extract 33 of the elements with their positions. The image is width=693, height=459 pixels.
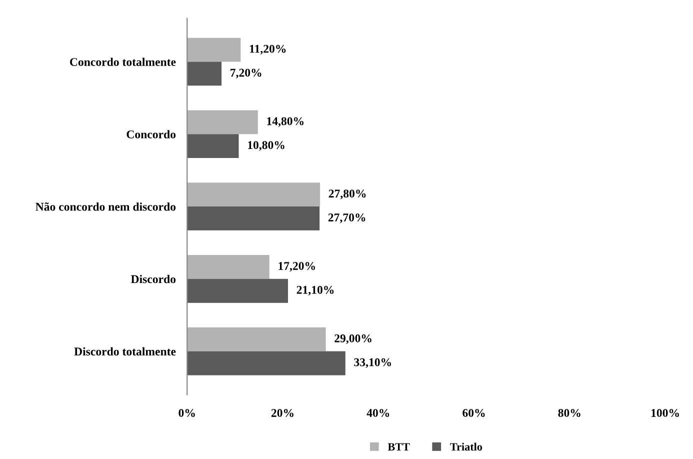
data-label: 33,10%	[354, 358, 391, 368]
y-tick-label: Não concordo nem discordo	[36, 202, 176, 211]
bar	[187, 255, 270, 279]
bar	[187, 134, 239, 158]
bar	[187, 278, 288, 303]
bar	[187, 62, 222, 86]
data-label: 27,80%	[328, 190, 366, 200]
bar	[187, 327, 326, 352]
x-tick-label: 40%	[366, 408, 390, 417]
data-label: 21,10%	[296, 286, 334, 296]
y-tick-label: Discordo totalmente	[74, 347, 176, 356]
y-tick-label: Concordo	[126, 130, 176, 138]
bar	[187, 351, 346, 376]
x-tick-label: 80%	[558, 408, 580, 417]
bar	[187, 38, 241, 62]
bar	[187, 182, 320, 207]
data-label: 10,80%	[248, 141, 284, 151]
x-tick-label: 100%	[651, 408, 679, 417]
data-label: 11,20%	[250, 44, 286, 55]
legend-label: Triatlo	[450, 442, 482, 451]
x-tick-label: 60%	[462, 408, 485, 417]
data-label: 29,00%	[334, 334, 372, 344]
legend-label: BTT	[388, 443, 410, 451]
data-label: 14,80%	[267, 117, 304, 127]
x-tick-label: 20%	[271, 408, 294, 417]
bar	[187, 206, 320, 230]
y-tick-label: Concordo totalmente	[70, 58, 176, 66]
y-tick-label: Discordo	[130, 274, 176, 284]
data-label: 27,70%	[328, 213, 366, 224]
data-label: 17,20%	[278, 262, 315, 272]
bar	[187, 110, 258, 134]
data-label: 7,20%	[230, 68, 262, 78]
x-tick-label: 0%	[178, 408, 195, 417]
